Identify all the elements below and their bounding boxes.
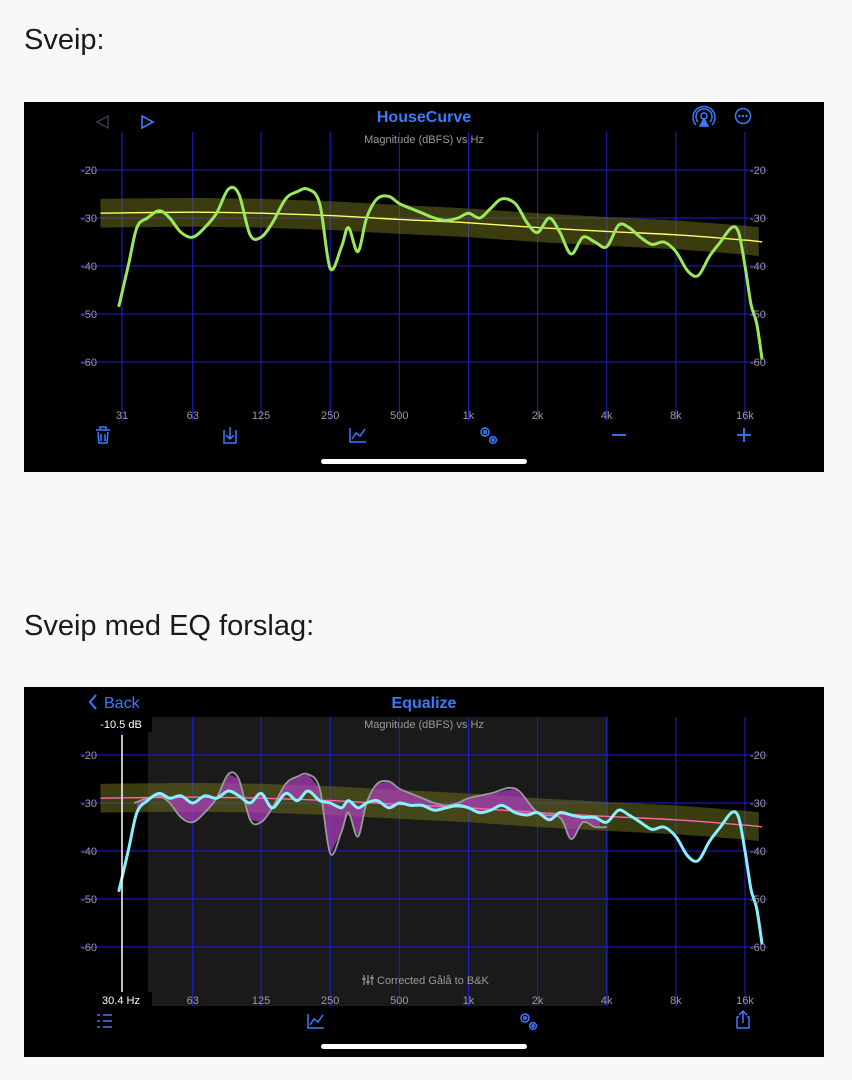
chart-subtitle: Magnitude (dBFS) vs Hz <box>364 719 484 731</box>
chart-subtitle: Magnitude (dBFS) vs Hz <box>364 134 484 146</box>
x-tick-label: 500 <box>390 410 408 422</box>
gears-icon[interactable] <box>520 1013 538 1031</box>
x-tick-label: 4k <box>601 410 613 422</box>
target-band-area <box>100 197 759 256</box>
share-icon[interactable] <box>736 1009 750 1029</box>
chart-icon[interactable] <box>307 1014 324 1029</box>
sliders-icon <box>362 975 374 985</box>
x-tick-label: 250 <box>321 995 339 1007</box>
heading-sweep: Sveip: <box>24 24 105 56</box>
airplay-icon[interactable] <box>692 105 716 127</box>
ellipsis-circle-icon[interactable] <box>734 107 752 125</box>
x-tick-label: 125 <box>252 410 270 422</box>
x-tick-label: 2k <box>532 410 544 422</box>
y-tick-label-left: -20 <box>81 750 97 762</box>
chart-grid <box>80 132 768 421</box>
x-tick-label: 1k <box>463 995 475 1007</box>
x-tick-label: 8k <box>670 410 682 422</box>
original-curve <box>133 771 607 856</box>
y-tick-label-left: -40 <box>81 261 97 273</box>
corrected-line <box>117 789 764 945</box>
y-tick-label-right: -50 <box>750 309 766 321</box>
cursor-hz-label: 30.4 Hz <box>102 995 140 1007</box>
x-tick-label: 8k <box>670 995 682 1007</box>
list-icon[interactable] <box>97 1014 112 1028</box>
gears-icon[interactable] <box>480 427 498 445</box>
measured-line <box>117 185 764 360</box>
y-tick-label-right: -20 <box>750 165 766 177</box>
frequency-cursor[interactable]: -10.5 dB 30.4 Hz <box>94 715 152 1007</box>
y-tick-label-left: -20 <box>81 165 97 177</box>
x-tick-label: 63 <box>187 410 199 422</box>
equalize-screenshot: Back Equalize Magnitude (dBFS) vs Hz 63 1… <box>24 687 824 1057</box>
cursor-db-label: -10.5 dB <box>100 719 142 731</box>
measured-curve <box>117 185 764 360</box>
x-tick-labels: 63 125 250 500 1k 2k 4k 8k 16k <box>187 995 755 1007</box>
x-tick-label: 4k <box>601 995 613 1007</box>
y-tick-labels: -20 -20 -30 -30 -40 -40 -50 -50 -60 -60 <box>81 165 766 369</box>
correction-range-shade <box>148 717 608 1006</box>
x-tick-label: 125 <box>252 995 270 1007</box>
target-curve <box>100 211 763 243</box>
target-band <box>100 197 759 256</box>
triangle-left-icon[interactable] <box>95 114 109 130</box>
y-tick-label-right: -60 <box>750 357 766 369</box>
heading-sweep-eq: Sveip med EQ forslag: <box>24 610 315 642</box>
y-tick-label-left: -60 <box>81 942 97 954</box>
y-tick-label-left: -50 <box>81 309 97 321</box>
y-tick-label-right: -40 <box>750 846 766 858</box>
y-tick-label-left: -30 <box>81 798 97 810</box>
corrected-label: Corrected Gålå to B&K <box>377 975 490 987</box>
download-icon[interactable] <box>223 427 237 444</box>
plus-icon[interactable] <box>737 428 751 442</box>
housecurve-screenshot: HouseCurve Magnitude (dBFS) vs Hz 31 63 12… <box>24 102 824 472</box>
y-tick-label-right: -30 <box>750 798 766 810</box>
y-tick-label-right: -50 <box>750 894 766 906</box>
x-tick-labels: 31 63 125 250 500 1k 2k 4k 8k 16k <box>116 410 754 422</box>
housecurve-chart: HouseCurve Magnitude (dBFS) vs Hz 31 63 12… <box>80 105 768 464</box>
app-title: HouseCurve <box>377 109 471 126</box>
x-tick-label: 250 <box>321 410 339 422</box>
home-indicator <box>321 1044 527 1049</box>
x-tick-label: 31 <box>116 410 128 422</box>
equalize-chart: Back Equalize Magnitude (dBFS) vs Hz 63 1… <box>80 694 768 1049</box>
corrected-curve <box>117 789 764 945</box>
x-tick-label: 500 <box>390 995 408 1007</box>
y-tick-label-left: -40 <box>81 846 97 858</box>
original-line <box>133 771 607 856</box>
back-button[interactable]: Back <box>88 694 141 712</box>
y-tick-label-left: -30 <box>81 213 97 225</box>
y-tick-label-left: -60 <box>81 357 97 369</box>
home-indicator <box>321 459 527 464</box>
x-tick-label: 16k <box>736 995 754 1007</box>
back-label: Back <box>104 695 141 712</box>
x-tick-label: 1k <box>463 410 475 422</box>
y-tick-label-right: -30 <box>750 213 766 225</box>
y-tick-label-right: -40 <box>750 261 766 273</box>
y-tick-labels: -20 -20 -30 -30 -40 -40 -50 -50 -60 -60 <box>81 750 766 954</box>
play-icon[interactable] <box>141 114 155 130</box>
x-tick-label: 16k <box>736 410 754 422</box>
screen-title: Equalize <box>392 695 457 712</box>
x-tick-label: 63 <box>187 995 199 1007</box>
trash-icon[interactable] <box>96 426 110 444</box>
y-tick-label-left: -50 <box>81 894 97 906</box>
y-tick-label-right: -60 <box>750 942 766 954</box>
chart-grid <box>80 717 768 1006</box>
target-line <box>100 211 763 243</box>
y-tick-label-right: -20 <box>750 750 766 762</box>
x-tick-label: 2k <box>532 995 544 1007</box>
chart-icon[interactable] <box>349 428 366 443</box>
